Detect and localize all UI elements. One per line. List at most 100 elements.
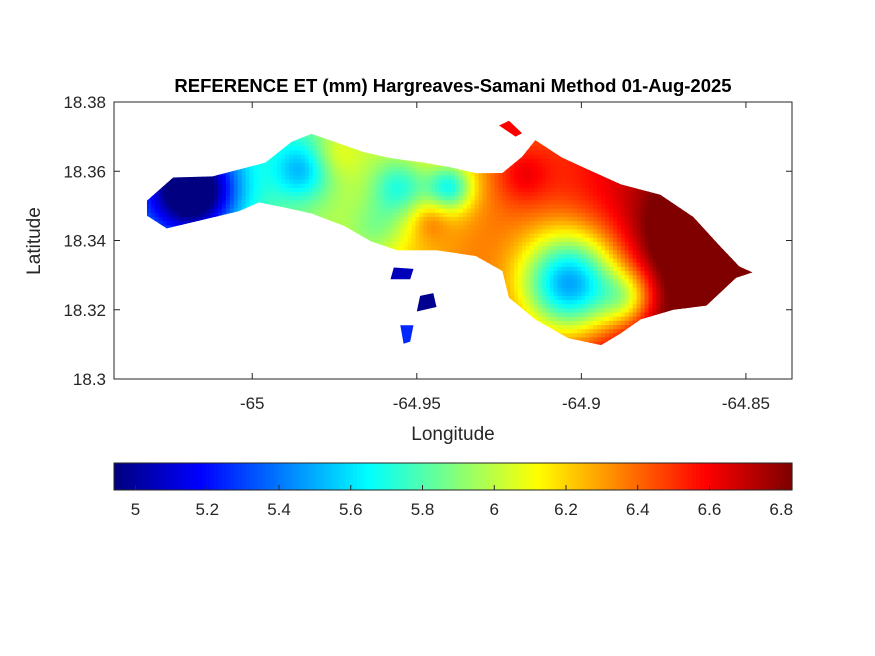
et-cell: [498, 216, 504, 222]
et-cell: [289, 153, 294, 159]
et-cell: [182, 207, 188, 213]
et-cell: [316, 207, 322, 213]
et-cell: [332, 158, 338, 163]
et-cell: [312, 137, 318, 143]
et-cell: [221, 207, 227, 213]
et-cell: [308, 203, 314, 209]
et-cell: [502, 270, 508, 276]
et-cell: [170, 199, 176, 205]
et-cell: [423, 232, 429, 238]
et-cell: [158, 212, 164, 217]
et-cell: [399, 191, 405, 197]
et-cell: [241, 170, 247, 176]
et-cell: [423, 162, 429, 168]
et-cell: [395, 199, 401, 205]
et-cell: [478, 253, 484, 259]
et-cell: [506, 199, 511, 205]
et-cell: [269, 191, 274, 197]
et-cell: [352, 207, 357, 213]
et-cell: [403, 170, 409, 176]
et-cell: [375, 241, 381, 247]
et-cell: [443, 170, 448, 176]
et-cell: [451, 174, 456, 180]
et-cell: [237, 183, 243, 188]
et-cell: [518, 266, 523, 271]
et-cell: [427, 232, 432, 238]
et-cell: [522, 270, 527, 276]
et-cell: [391, 216, 397, 222]
et-cell: [466, 183, 472, 188]
et-cell: [522, 249, 527, 255]
et-cell: [245, 183, 251, 188]
et-cell: [510, 216, 515, 222]
et-cell: [265, 187, 271, 193]
et-cell: [470, 207, 476, 213]
et-cell: [399, 183, 405, 188]
et-cell: [502, 203, 508, 209]
et-cell: [372, 224, 377, 230]
et-cell: [506, 245, 511, 251]
et-cell: [399, 187, 405, 193]
et-cell: [257, 191, 263, 197]
et-cell: [225, 195, 231, 201]
et-cell: [399, 158, 405, 163]
et-cell: [490, 195, 496, 201]
et-cell: [411, 166, 417, 172]
et-cell: [289, 191, 294, 197]
et-cell: [419, 187, 425, 193]
et-cell: [265, 191, 271, 197]
et-cell: [368, 183, 373, 188]
et-cell: [522, 228, 527, 234]
et-cell: [454, 170, 460, 176]
et-cell: [435, 199, 440, 205]
et-cell: [518, 228, 523, 234]
et-cell: [277, 166, 282, 172]
et-cell: [352, 212, 357, 217]
et-cell: [348, 166, 353, 172]
et-cell: [391, 245, 397, 251]
et-cell: [482, 241, 488, 247]
et-cell: [308, 145, 314, 151]
et-cell: [336, 216, 342, 222]
et-cell: [407, 220, 413, 226]
et-cell: [261, 166, 267, 172]
et-cell: [403, 228, 409, 234]
et-cell: [387, 228, 393, 234]
et-cell: [462, 241, 468, 247]
et-cell: [482, 249, 488, 255]
et-cell: [245, 178, 251, 184]
et-cell: [178, 195, 184, 201]
et-cell: [494, 191, 500, 197]
et-cell: [364, 191, 369, 197]
et-cell: [431, 212, 436, 217]
et-cell: [344, 166, 350, 172]
et-cell: [419, 232, 425, 238]
et-cell: [296, 183, 302, 188]
et-cell: [423, 195, 429, 201]
et-cell: [304, 199, 310, 205]
et-cell: [474, 207, 480, 213]
et-cell: [454, 187, 460, 193]
et-cell: [194, 187, 199, 193]
et-cell: [462, 237, 468, 242]
et-cell: [332, 203, 338, 209]
et-cell: [229, 174, 235, 180]
et-cell: [261, 178, 267, 184]
et-cell: [312, 174, 318, 180]
et-cell: [320, 191, 326, 197]
et-cell: [348, 224, 353, 230]
et-cell: [439, 199, 444, 205]
et-cell: [304, 141, 310, 147]
et-cell: [498, 187, 504, 193]
et-cell: [447, 241, 452, 247]
et-cell: [458, 178, 464, 184]
et-cell: [466, 228, 472, 234]
et-cell: [486, 187, 492, 193]
et-cell: [506, 237, 511, 242]
et-cell: [435, 220, 440, 226]
et-cell: [466, 178, 472, 184]
et-cell: [285, 145, 290, 151]
et-cell: [443, 212, 448, 217]
et-cell: [170, 203, 176, 209]
